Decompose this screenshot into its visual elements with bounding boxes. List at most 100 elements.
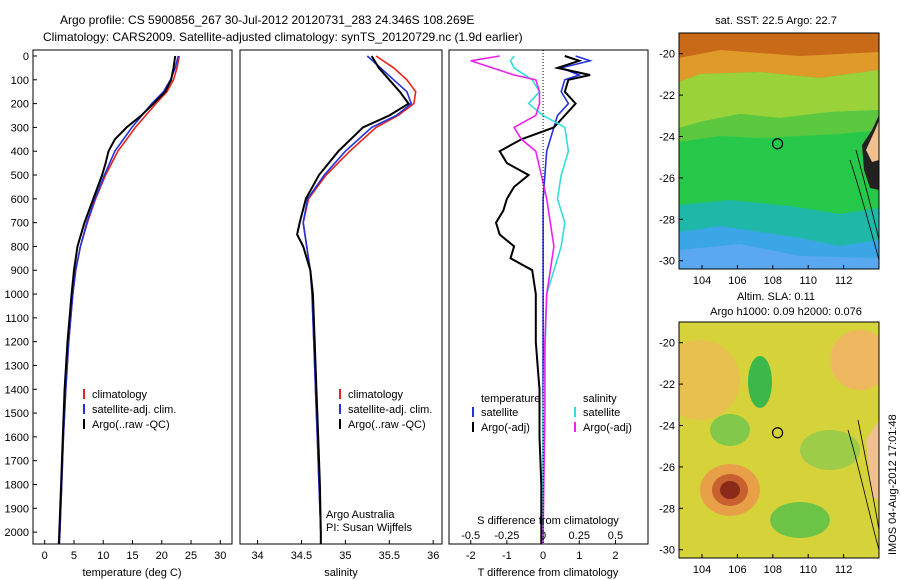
x-tick-label: -1 (502, 550, 512, 562)
x-tick-label: 0 (42, 550, 48, 562)
series-line-argo-raw-qc- (57, 55, 177, 545)
salinity-panel: 34 34.5 35 35.5 36 climatology satellite-adj. … (239, 49, 443, 579)
series-line-satellite-adj-clim- (58, 55, 179, 545)
top-tick-label: -0.25 (494, 530, 519, 542)
y-tick-label: 0 (23, 51, 29, 63)
x-tick-label: 1 (576, 550, 582, 562)
y-tick-label: 200 (11, 99, 29, 111)
y-tick-label: 1200 (5, 337, 29, 349)
top-tick-label: 0 (540, 530, 546, 542)
sla-map-title2: Argo h1000: 0.09 h2000: 0.076 (710, 306, 862, 318)
y-tick-label: 1100 (5, 313, 29, 325)
x-tick-label: 20 (156, 550, 168, 562)
map-y-tick-label: -30 (659, 545, 675, 557)
legend-salinity-satellite: satellite (583, 407, 620, 419)
y-tick-label: 100 (11, 75, 29, 87)
map-x-tick-label: 112 (835, 275, 853, 287)
map-y-tick-label: -24 (659, 132, 675, 144)
y-tick-label: 900 (11, 265, 29, 277)
map-x-tick-label: 108 (764, 275, 782, 287)
y-tick-label: 1900 (5, 503, 29, 515)
map-y-tick-label: -26 (659, 173, 675, 185)
x-tick-label: 2 (612, 550, 618, 562)
legend-temperature-title: temperature (481, 393, 540, 405)
legend-label: Argo(..raw -QC) (92, 419, 170, 431)
y-tick-label: 1400 (5, 384, 29, 396)
sst-map-panel: sat. SST: 22.5 Argo: 22.7 104 106 108 110 11… (659, 15, 880, 287)
y-tick-label: 300 (11, 122, 29, 134)
x-tick-label: 5 (71, 550, 77, 562)
figure-title-line2: Climatology: CARS2009. Satellite-adjuste… (43, 30, 523, 44)
map-x-tick-label: 106 (728, 275, 746, 287)
map-y-tick-label: -20 (659, 338, 675, 350)
x-tick-label: 34 (251, 550, 263, 562)
map-y-tick-label: -20 (659, 49, 675, 61)
legend-label: climatology (348, 389, 404, 401)
x-tick-label: 30 (214, 550, 226, 562)
difference-panel: -2 -1 0 1 2 -0.5 -0.25 0 0.25 0.5 temperature satel… (448, 49, 649, 579)
x-tick-label: 36 (427, 550, 439, 562)
annotation-line2: PI: Susan Wijffels (326, 522, 412, 534)
legend-label: climatology (92, 389, 148, 401)
difference-xlabel: T difference from climatology (478, 567, 619, 579)
map-x-tick-label: 112 (835, 564, 853, 576)
top-tick-label: -0.5 (461, 530, 480, 542)
map-y-tick-label: -28 (659, 503, 675, 515)
x-tick-label: 35 (339, 550, 351, 562)
temperature-xlabel: temperature (deg C) (82, 567, 181, 579)
x-tick-label: 0 (540, 550, 546, 562)
y-tick-label: 2000 (5, 527, 29, 539)
top-tick-label: 0.5 (608, 530, 623, 542)
legend-temperature-satellite: satellite (481, 407, 518, 419)
series-line-temperature-argo-adj- (494, 55, 591, 544)
map-y-tick-label: -22 (659, 379, 675, 391)
sla-map-panel: Altim. SLA: 0.11 Argo h1000: 0.09 h2000:… (659, 291, 880, 576)
y-tick-label: 1600 (5, 432, 29, 444)
figure-title-line1: Argo profile: CS 5900856_267 30-Jul-2012… (60, 13, 474, 27)
map-x-tick-label: 106 (728, 564, 746, 576)
argo-position-marker-sla (771, 427, 784, 439)
y-tick-label: 500 (11, 170, 29, 182)
x-tick-label: 15 (126, 550, 138, 562)
difference-toplabel: S difference from climatology (477, 515, 619, 527)
annotation-line1: Argo Australia (326, 509, 395, 521)
y-tick-label: 1500 (5, 408, 29, 420)
series-line-salinity-satellite (509, 55, 570, 544)
map-x-tick-label: 108 (764, 564, 782, 576)
x-tick-label: 25 (185, 550, 197, 562)
x-tick-label: 34.5 (291, 550, 312, 562)
x-tick-label: -2 (466, 550, 476, 562)
legend-salinity-title: salinity (583, 393, 617, 405)
y-tick-label: 1000 (5, 289, 29, 301)
map-x-tick-label: 110 (799, 564, 817, 576)
y-tick-label: 1700 (5, 456, 29, 468)
map-y-tick-label: -30 (659, 256, 675, 268)
y-tick-label: 700 (11, 218, 29, 230)
series-line-climatology (58, 55, 181, 545)
y-tick-label: 1800 (5, 479, 29, 491)
legend-label: Argo(..raw -QC) (348, 419, 426, 431)
map-x-tick-label: 104 (693, 564, 711, 576)
y-tick-label: 600 (11, 194, 29, 206)
series-line-salinity-argo-adj- (470, 55, 555, 544)
imos-timestamp: IMOS 04-Aug-2012 17:01:48 (887, 414, 899, 555)
map-y-tick-label: -26 (659, 462, 675, 474)
legend-label: satellite-adj. clim. (92, 404, 176, 416)
series-line-argo-raw-qc- (296, 55, 411, 544)
top-tick-label: 0.25 (569, 530, 590, 542)
y-tick-label: 400 (11, 146, 29, 158)
legend-label: satellite-adj. clim. (348, 404, 432, 416)
x-tick-label: 35.5 (379, 550, 400, 562)
y-tick-label: 800 (11, 241, 29, 253)
map-y-tick-label: -24 (659, 421, 675, 433)
y-tick-label: 1300 (5, 360, 29, 372)
map-x-tick-label: 104 (693, 275, 711, 287)
argo-position-marker (771, 138, 784, 150)
salinity-xlabel: salinity (324, 567, 358, 579)
legend-temperature-argo: Argo(-adj) (481, 422, 530, 434)
temperature-panel: 0 5 10 15 20 25 300100200300400500600700800900… (5, 49, 233, 579)
sst-map-title: sat. SST: 22.5 Argo: 22.7 (715, 15, 837, 27)
map-y-tick-label: -28 (659, 214, 675, 226)
map-x-tick-label: 110 (799, 275, 817, 287)
